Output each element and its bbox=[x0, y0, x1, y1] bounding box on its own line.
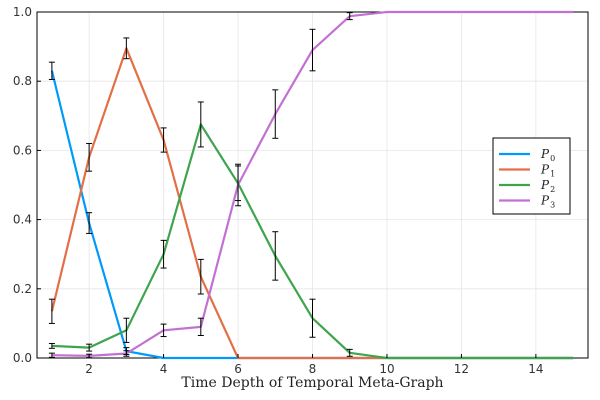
error-bar bbox=[272, 231, 279, 281]
legend-label-p1: P1 bbox=[540, 163, 555, 179]
legend-box bbox=[492, 137, 571, 215]
error-bar bbox=[197, 258, 204, 295]
error-bar bbox=[346, 12, 353, 21]
x-tick-label: 8 bbox=[309, 362, 317, 376]
x-tick-label: 2 bbox=[85, 362, 93, 376]
legend-label-p2: P2 bbox=[540, 178, 555, 194]
error-bar bbox=[235, 163, 242, 207]
y-tick-label: 0.6 bbox=[13, 143, 32, 157]
error-bar bbox=[86, 212, 93, 234]
error-bar bbox=[309, 28, 316, 72]
error-bar bbox=[272, 89, 279, 139]
y-axis-ticks: 0.0 0.2 0.4 0.6 0.8 1.0 bbox=[13, 5, 41, 365]
error-bar bbox=[48, 352, 55, 358]
x-tick-label: 14 bbox=[528, 362, 543, 376]
legend-label-p3: P3 bbox=[540, 194, 555, 210]
x-tick-label: 6 bbox=[234, 362, 242, 376]
error-bars bbox=[48, 12, 353, 359]
error-bar bbox=[160, 323, 167, 338]
y-tick-label: 0.8 bbox=[13, 74, 32, 88]
error-bar bbox=[48, 342, 55, 349]
x-tick-label: 12 bbox=[454, 362, 469, 376]
error-bar bbox=[160, 127, 167, 153]
error-bar bbox=[86, 142, 93, 172]
error-bar bbox=[197, 317, 204, 337]
x-axis-title: Time Depth of Temporal Meta-Graph bbox=[181, 375, 443, 391]
error-bar bbox=[309, 298, 316, 338]
y-tick-label: 0.4 bbox=[13, 213, 32, 227]
error-bar bbox=[197, 101, 204, 148]
error-bar bbox=[123, 350, 130, 357]
x-tick-label: 10 bbox=[379, 362, 394, 376]
error-bar bbox=[123, 317, 130, 343]
x-axis-ticks: 2 4 6 8 10 12 14 bbox=[85, 354, 544, 376]
legend-label-p0: P0 bbox=[540, 147, 555, 163]
y-tick-label: 0.2 bbox=[13, 282, 32, 296]
error-bar bbox=[123, 37, 130, 60]
x-tick-label: 4 bbox=[160, 362, 168, 376]
error-bar bbox=[86, 343, 93, 352]
error-bar bbox=[346, 348, 353, 357]
error-bar bbox=[48, 298, 55, 324]
error-bar bbox=[160, 239, 167, 269]
y-tick-label: 0.0 bbox=[13, 351, 32, 365]
error-bar bbox=[48, 61, 55, 80]
y-tick-label: 1.0 bbox=[13, 5, 32, 19]
